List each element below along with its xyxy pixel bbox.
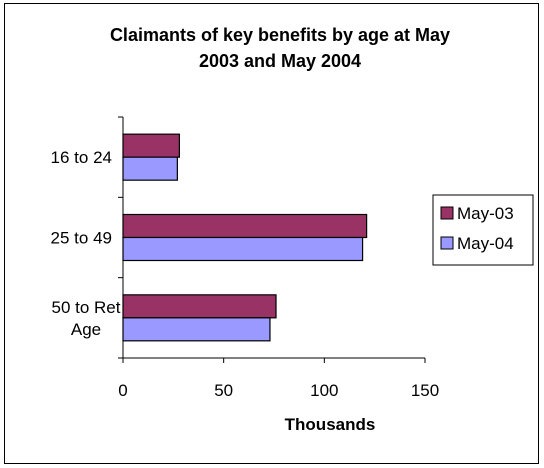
category-label: 50 to Ret Age: [52, 298, 121, 339]
bar-may-03-2: [122, 294, 277, 319]
bar-may-04-0: [122, 156, 178, 181]
bar-may-04-2: [122, 317, 271, 342]
legend-label-may-04: May-04: [457, 234, 514, 253]
chart-title: Claimants of key benefits by age at May …: [109, 25, 451, 71]
legend-swatch-may-03: [440, 206, 454, 220]
bar-may-03-1: [122, 213, 368, 239]
legend-label-may-03: May-03: [457, 204, 514, 223]
bar-may-03-0: [122, 133, 180, 158]
category-label: 16 to 24: [51, 148, 112, 167]
x-tick-label: 0: [118, 381, 127, 400]
x-tick-label: 150: [411, 381, 439, 400]
x-tick-label: 50: [214, 381, 233, 400]
legend-swatch-may-04: [440, 236, 454, 250]
category-label: 25 to 49: [51, 229, 112, 248]
x-tick-label: 100: [310, 381, 338, 400]
bar-may-04-1: [122, 236, 364, 262]
x-axis-title: Thousands: [285, 415, 376, 434]
